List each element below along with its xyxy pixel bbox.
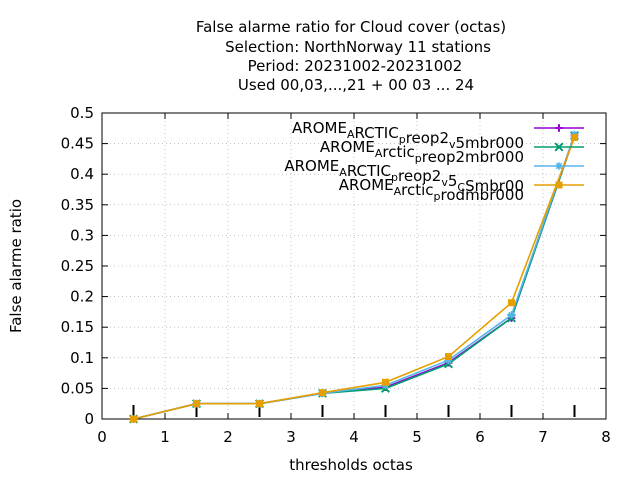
legend-label: AROMEArcticprodmbr000 [339,176,524,204]
x-tick-label: 2 [223,428,233,446]
data-point [382,378,389,386]
legend-label: AROMEArcticpreop2mbr000 [320,138,524,166]
y-tick-label: 0 [84,410,94,428]
data-point [319,389,326,397]
y-tick-label: 0.3 [70,226,94,244]
y-axis-label: False alarme ratio [7,199,25,333]
series-group [128,130,580,424]
y-tick-label: 0.4 [70,165,94,183]
data-point [130,415,137,423]
data-point [555,162,563,170]
x-tick-label: 6 [475,428,485,446]
data-point [256,400,263,408]
x-tick-label: 5 [412,428,422,446]
x-axis-label: thresholds octas [289,456,413,474]
x-tick-label: 1 [160,428,170,446]
chart-title: False alarme ratio for Cloud cover (octa… [196,18,506,94]
x-tick-label: 8 [601,428,611,446]
legend: AROMEARCTICpreop2v5mbr000AROMEArcticpreo… [284,119,584,204]
data-point [555,124,563,132]
legend-label: AROMEARCTICpreop2v5CSmbr00 [284,157,524,195]
title-line-1: False alarme ratio for Cloud cover (octa… [196,18,506,36]
series-4 [130,133,578,423]
data-point [445,353,452,361]
data-point [571,133,578,141]
title-line-2: Selection: NorthNorway 11 stations [225,38,491,56]
data-point [554,142,564,152]
x-tick-label: 7 [538,428,548,446]
y-tick-label: 0.35 [61,196,94,214]
title-line-4: Used 00,03,...,21 + 00 03 ... 24 [238,76,474,94]
legend-label: AROMEARCTICpreop2v5mbr000 [292,119,524,152]
data-point [555,181,563,189]
data-point [507,311,516,319]
x-tick-label: 4 [349,428,359,446]
y-tick-label: 0.45 [61,135,94,153]
data-point [508,299,515,307]
axis-ticks: 0 1 2 3 4 5 6 7 8 0 0.05 0.1 0.15 0.2 0.25 0.3 0.35 0.4 0.… [61,104,611,446]
y-tick-label: 0.25 [61,257,94,275]
title-line-3: Period: 20231002-20231002 [248,57,463,75]
data-point [444,356,453,365]
grid [102,113,606,419]
y-tick-label: 0.2 [70,288,94,306]
y-tick-label: 0.15 [61,318,94,336]
x-tick-label: 0 [97,428,107,446]
y-tick-label: 0.5 [70,104,94,122]
y-tick-label: 0.1 [70,349,94,367]
series-line [133,137,576,420]
data-point [193,400,200,408]
y-tick-label: 0.05 [61,379,94,397]
x-tick-label: 3 [286,428,296,446]
